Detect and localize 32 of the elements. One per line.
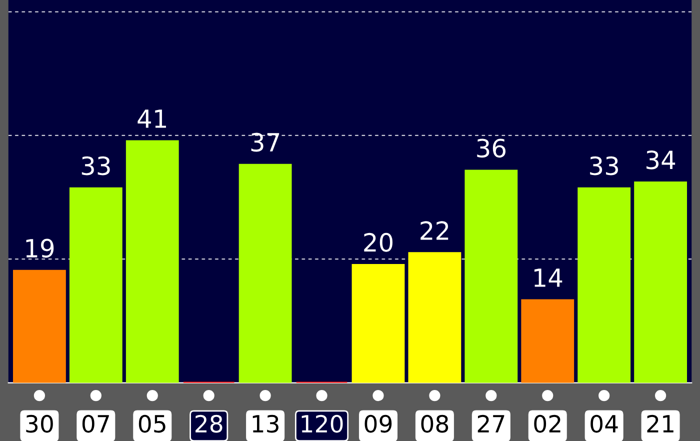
bar bbox=[408, 252, 462, 383]
x-tick-label: 08 bbox=[421, 414, 448, 433]
data-label: 33 bbox=[590, 156, 618, 176]
data-label: 36 bbox=[477, 138, 506, 158]
x-tick-label: 28 bbox=[196, 414, 222, 433]
bar bbox=[521, 299, 574, 383]
data-label: 37 bbox=[251, 132, 280, 152]
x-tick-label: 09 bbox=[364, 414, 392, 433]
x-tick-label: 120 bbox=[302, 414, 343, 433]
data-label: 34 bbox=[646, 150, 676, 170]
data-label: 33 bbox=[82, 156, 110, 176]
data-label: 20 bbox=[364, 232, 392, 252]
x-tick-label: 27 bbox=[478, 414, 504, 432]
bar bbox=[634, 182, 687, 383]
x-tick-label: 07 bbox=[82, 414, 109, 433]
data-label: 14 bbox=[534, 268, 562, 287]
data-label: 41 bbox=[138, 110, 166, 128]
bar bbox=[238, 164, 292, 383]
x-tick-label: 05 bbox=[138, 414, 166, 433]
x-tick-label: 13 bbox=[252, 414, 278, 433]
bar bbox=[578, 187, 631, 383]
bar bbox=[352, 264, 405, 383]
data-label: 19 bbox=[26, 238, 54, 258]
x-tick-label: 02 bbox=[534, 414, 560, 433]
bar bbox=[464, 170, 518, 383]
bar bbox=[126, 140, 179, 383]
bar bbox=[69, 187, 122, 383]
data-label: 22 bbox=[420, 221, 448, 240]
x-tick-label: 04 bbox=[590, 414, 618, 433]
bar bbox=[13, 270, 66, 383]
x-tick-label: 30 bbox=[26, 414, 53, 433]
x-tick-label: 21 bbox=[647, 414, 674, 432]
